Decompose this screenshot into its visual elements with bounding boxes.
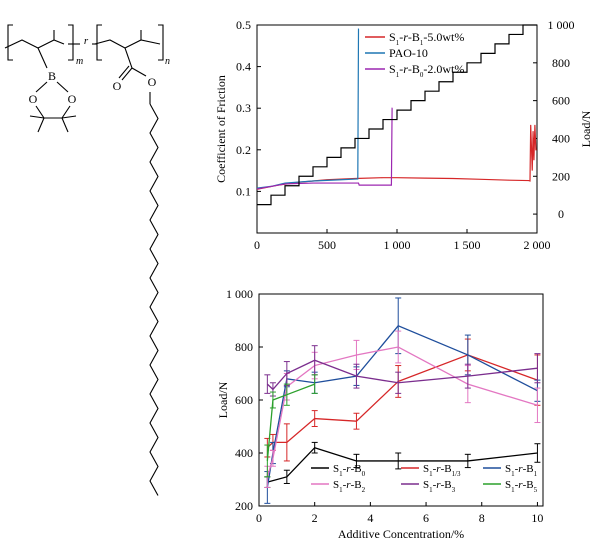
y-tick-label: 0.3 — [236, 101, 251, 115]
label-m: m — [76, 56, 83, 67]
series-line-4 — [266, 359, 538, 391]
y-right-tick-label: 200 — [552, 169, 570, 183]
y-tick-label: 400 — [235, 446, 253, 460]
x-axis-label: Time/s — [381, 252, 414, 255]
legend-label: S1-r-B1 — [505, 463, 538, 478]
series-line-1 — [266, 354, 538, 449]
label-r: r — [84, 35, 89, 47]
right-bracket-n — [158, 24, 164, 61]
atom-oxygen-2: O — [68, 92, 77, 106]
x-tick-label: 2 000 — [524, 238, 551, 252]
alkyl-chain — [149, 103, 159, 496]
label-n: n — [165, 56, 170, 67]
series-line-2 — [256, 107, 393, 190]
legend-label: S1-r-B1-5.0wt% — [389, 30, 464, 47]
x-tick-label: 0 — [256, 511, 262, 525]
backbone-m — [4, 39, 65, 49]
legend-label: PAO-10 — [389, 46, 428, 60]
right-bracket-m — [68, 24, 74, 61]
legend-label: S1-r-B1/3 — [423, 463, 461, 478]
series-line-3 — [266, 346, 538, 478]
x-tick-label: 8 — [479, 511, 485, 525]
left-bracket-m — [7, 24, 13, 61]
x-axis-label: Additive Concentration/% — [338, 527, 464, 541]
x-tick-label: 10 — [531, 511, 543, 525]
series-line-0 — [267, 446, 538, 483]
chemical-structure: r m n B O O O O — [4, 24, 170, 496]
x-tick-label: 6 — [423, 511, 429, 525]
y-right-tick-label: 800 — [552, 56, 570, 70]
y-tick-label: 600 — [235, 393, 253, 407]
y-tick-label: 200 — [235, 499, 253, 513]
x-tick-label: 500 — [318, 238, 336, 252]
y-tick-label: 0.1 — [236, 184, 251, 198]
plot-frame — [258, 293, 544, 507]
y-tick-label: 0.5 — [236, 18, 251, 32]
y-right-tick-label: 1 000 — [548, 18, 575, 32]
y-right-tick-label: 600 — [552, 94, 570, 108]
series-line-2 — [266, 325, 538, 488]
chart-load-vs-concentration: 0 2 4 6 8 10 200 400 600 800 1 000 Additive Concent… — [216, 287, 544, 541]
y-tick-label: 800 — [235, 340, 253, 354]
series-line-5 — [266, 383, 315, 462]
legend-label: S1-r-B0 — [333, 463, 366, 478]
y-tick-label: 0.2 — [236, 143, 251, 157]
atom-ester-oxygen: O — [148, 75, 157, 89]
x-tick-label: 1 000 — [384, 238, 411, 252]
left-bracket-n — [96, 24, 102, 61]
y-axis-label: Load/N — [216, 381, 230, 418]
series-line-3 — [257, 24, 537, 206]
series-line-1 — [256, 28, 360, 189]
y-tick-label: 1 000 — [226, 287, 253, 301]
legend-label: S1-r-B5 — [505, 479, 538, 494]
y-right-tick-label: 400 — [552, 131, 570, 145]
legend-label: S1-r-B0-2.0wt% — [389, 62, 464, 79]
atom-oxygen-1: O — [29, 92, 38, 106]
y-axis-label: Coefficient of Friction — [215, 75, 228, 183]
legend-label: S1-r-B2 — [333, 479, 366, 494]
x-tick-label: 1 500 — [454, 238, 481, 252]
chart-friction-vs-time: 0 500 1 000 1 500 2 000 0.1 0.2 0.3 0.4 0.5 0 200 40… — [215, 18, 593, 255]
legend-label: S1-r-B3 — [423, 479, 456, 494]
atom-boron: B — [48, 69, 56, 83]
x-tick-label: 4 — [367, 511, 373, 525]
y-right-axis-label: Load/N — [579, 110, 593, 147]
series-line-0 — [256, 124, 537, 190]
y-tick-label: 0.4 — [236, 60, 251, 74]
backbone-n — [94, 39, 161, 49]
x-tick-label: 2 — [312, 511, 318, 525]
atom-carbonyl-oxygen: O — [113, 79, 122, 93]
x-tick-label: 0 — [254, 238, 260, 252]
y-right-tick-label: 0 — [558, 207, 564, 221]
